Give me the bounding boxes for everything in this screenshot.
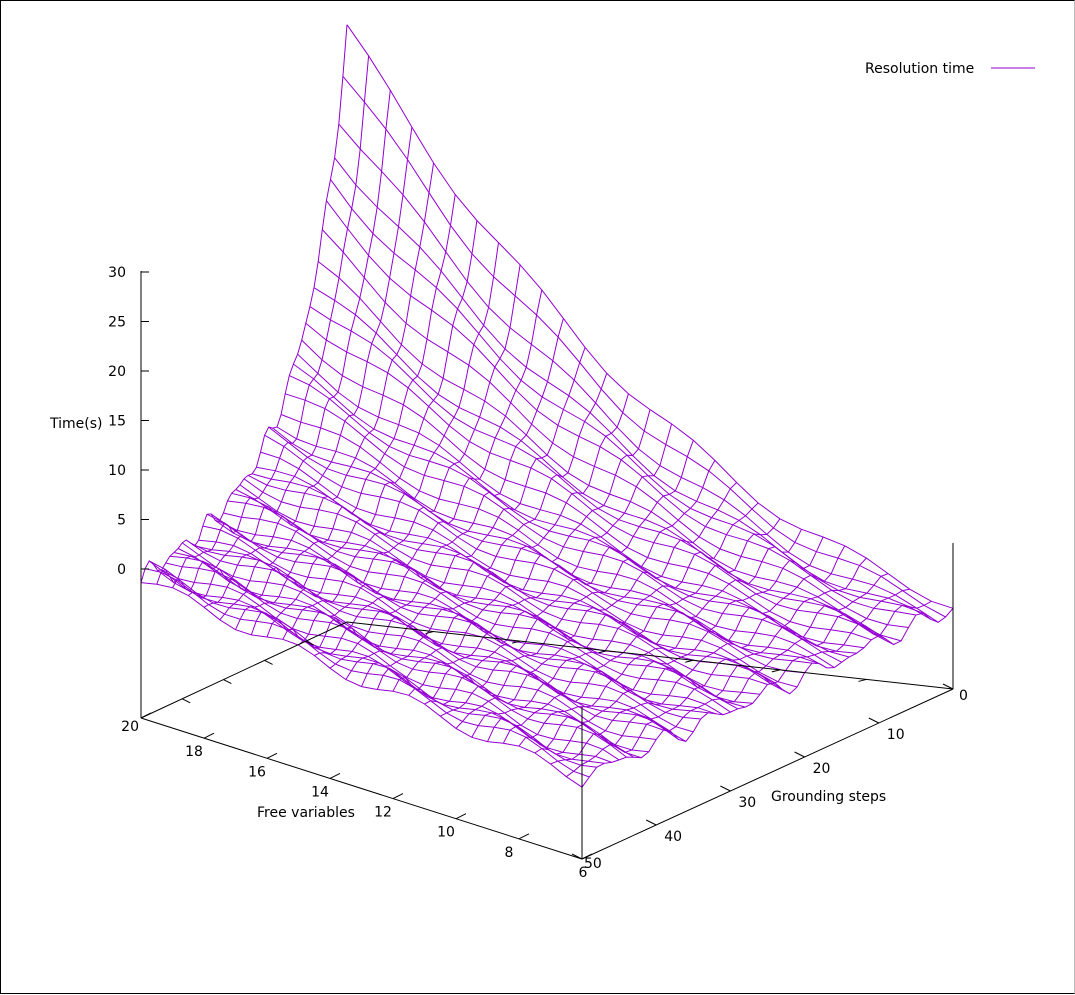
z-axis-label: Time(s): [49, 416, 102, 432]
y-back-tick-30: [223, 679, 232, 685]
surface-line-x-19: [440, 502, 759, 717]
x-tick-14: [329, 772, 341, 779]
surface-line-x-17: [408, 460, 716, 699]
surface-line-y-10: [305, 322, 880, 637]
ticks: 0 5 10 15 20 25 30 20 18 16 14 12 10 8 6 0 10 20 30 40 50: [108, 265, 968, 881]
y-tick-label-40: 40: [664, 829, 682, 845]
y-back-tick-40: [181, 698, 191, 704]
x-axis-line: [140, 717, 583, 860]
surface-line-x-28: [581, 607, 954, 788]
x-tick-10: [455, 813, 467, 820]
y-tick-label-50: 50: [584, 856, 602, 872]
surface-line-x-0: [140, 24, 348, 583]
x-back-tick-8: [858, 678, 867, 682]
y-axis-label: Grounding steps: [771, 789, 886, 805]
z-tick-label-20: 20: [108, 364, 126, 380]
x-tick-18: [203, 732, 215, 739]
y-tick-10: [868, 717, 880, 724]
y-tick-20: [794, 751, 805, 758]
surface-line-y-14: [289, 375, 850, 658]
surface-line-y-34: [206, 513, 701, 720]
surface-line-x-5: [219, 194, 456, 621]
x-tick-label-20: 20: [121, 719, 139, 735]
z-tick-label-0: 0: [117, 562, 126, 578]
x-tick-label-16: 16: [248, 764, 266, 780]
x-back-tick-10: [771, 669, 780, 673]
surface-line-y-15: [285, 393, 842, 663]
surface-line-x-20: [455, 518, 781, 729]
back-edge-x: [140, 621, 348, 719]
surface-line-y-18: [272, 427, 820, 665]
x-tick-label-8: 8: [505, 845, 514, 861]
y-tick-label-10: 10: [887, 727, 905, 743]
x-tick-8: [518, 833, 530, 840]
surface-line-x-1: [156, 55, 370, 585]
y-tick-50: [571, 853, 583, 860]
y-tick-40: [645, 819, 657, 826]
surface-line-x-3: [187, 127, 413, 599]
y-back-tick-20: [264, 659, 273, 665]
z-tick-label-10: 10: [108, 463, 126, 479]
y-back-tick-10: [305, 640, 315, 646]
surface-line-y-7: [317, 261, 902, 642]
surface-line-y-11: [301, 339, 872, 641]
x-back-tick-14: [598, 650, 607, 654]
surface-line-x-25: [534, 573, 889, 755]
y-tick-label-20: 20: [813, 761, 831, 777]
surface-line-x-9: [282, 289, 543, 643]
surface-line-x-15: [376, 423, 673, 690]
surface-line-x-12: [329, 373, 608, 669]
y-tick-label-30: 30: [738, 795, 756, 811]
x-tick-20: [140, 712, 152, 719]
z-tick-label-15: 15: [108, 414, 126, 430]
surface-line-x-13: [345, 393, 629, 680]
surface-line-x-23: [502, 545, 846, 744]
surface-line-x-16: [392, 440, 694, 692]
y-tick-30: [720, 785, 731, 792]
x-tick-12: [392, 793, 404, 800]
x-axis-label: Free variables: [257, 805, 355, 821]
x-back-tick-18: [425, 631, 434, 635]
z-tick-label-25: 25: [108, 315, 126, 331]
surface-line-x-22: [487, 536, 824, 742]
surface-mesh: [140, 24, 954, 788]
x-tick-label-14: 14: [311, 784, 329, 800]
x-tick-label-10: 10: [437, 825, 455, 841]
x-back-tick-16: [512, 640, 521, 644]
surface-line-x-8: [266, 264, 521, 638]
surface-line-x-24: [518, 557, 867, 749]
surface-line-x-27: [566, 600, 932, 778]
surface-line-y-1: [342, 75, 946, 618]
surface-line-x-7: [250, 242, 499, 636]
surface-line-x-10: [298, 318, 564, 649]
surface-line-y-50: [140, 582, 583, 788]
surface-line-x-18: [424, 482, 737, 706]
surface-line-x-4: [203, 162, 435, 608]
back-edge-y: [346, 621, 954, 690]
surface-line-y-0: [346, 24, 954, 609]
x-tick-label-18: 18: [185, 744, 203, 760]
x-tick-6: [581, 853, 593, 860]
x-back-tick-12: [685, 659, 694, 663]
y-tick-0: [942, 683, 954, 690]
z-tick-label-5: 5: [117, 513, 126, 529]
axes: [140, 271, 954, 860]
y-axis-line: [581, 688, 954, 860]
surface-line-x-26: [550, 588, 910, 765]
surface-line-x-2: [172, 90, 391, 593]
surface-line-y-28: [231, 492, 746, 708]
surface-line-x-11: [314, 347, 586, 656]
x-tick-label-6: 6: [579, 865, 588, 881]
surface-line-x-14: [361, 409, 651, 687]
y-tick-label-0: 0: [959, 688, 968, 704]
legend-label: Resolution time: [865, 61, 974, 77]
surface-line-y-19: [268, 426, 813, 664]
x-tick-16: [266, 752, 278, 759]
surface-line-x-6: [235, 220, 478, 630]
x-tick-label-12: 12: [374, 805, 392, 821]
z-tick-label-30: 30: [108, 265, 126, 281]
surface-line-x-21: [471, 529, 802, 738]
